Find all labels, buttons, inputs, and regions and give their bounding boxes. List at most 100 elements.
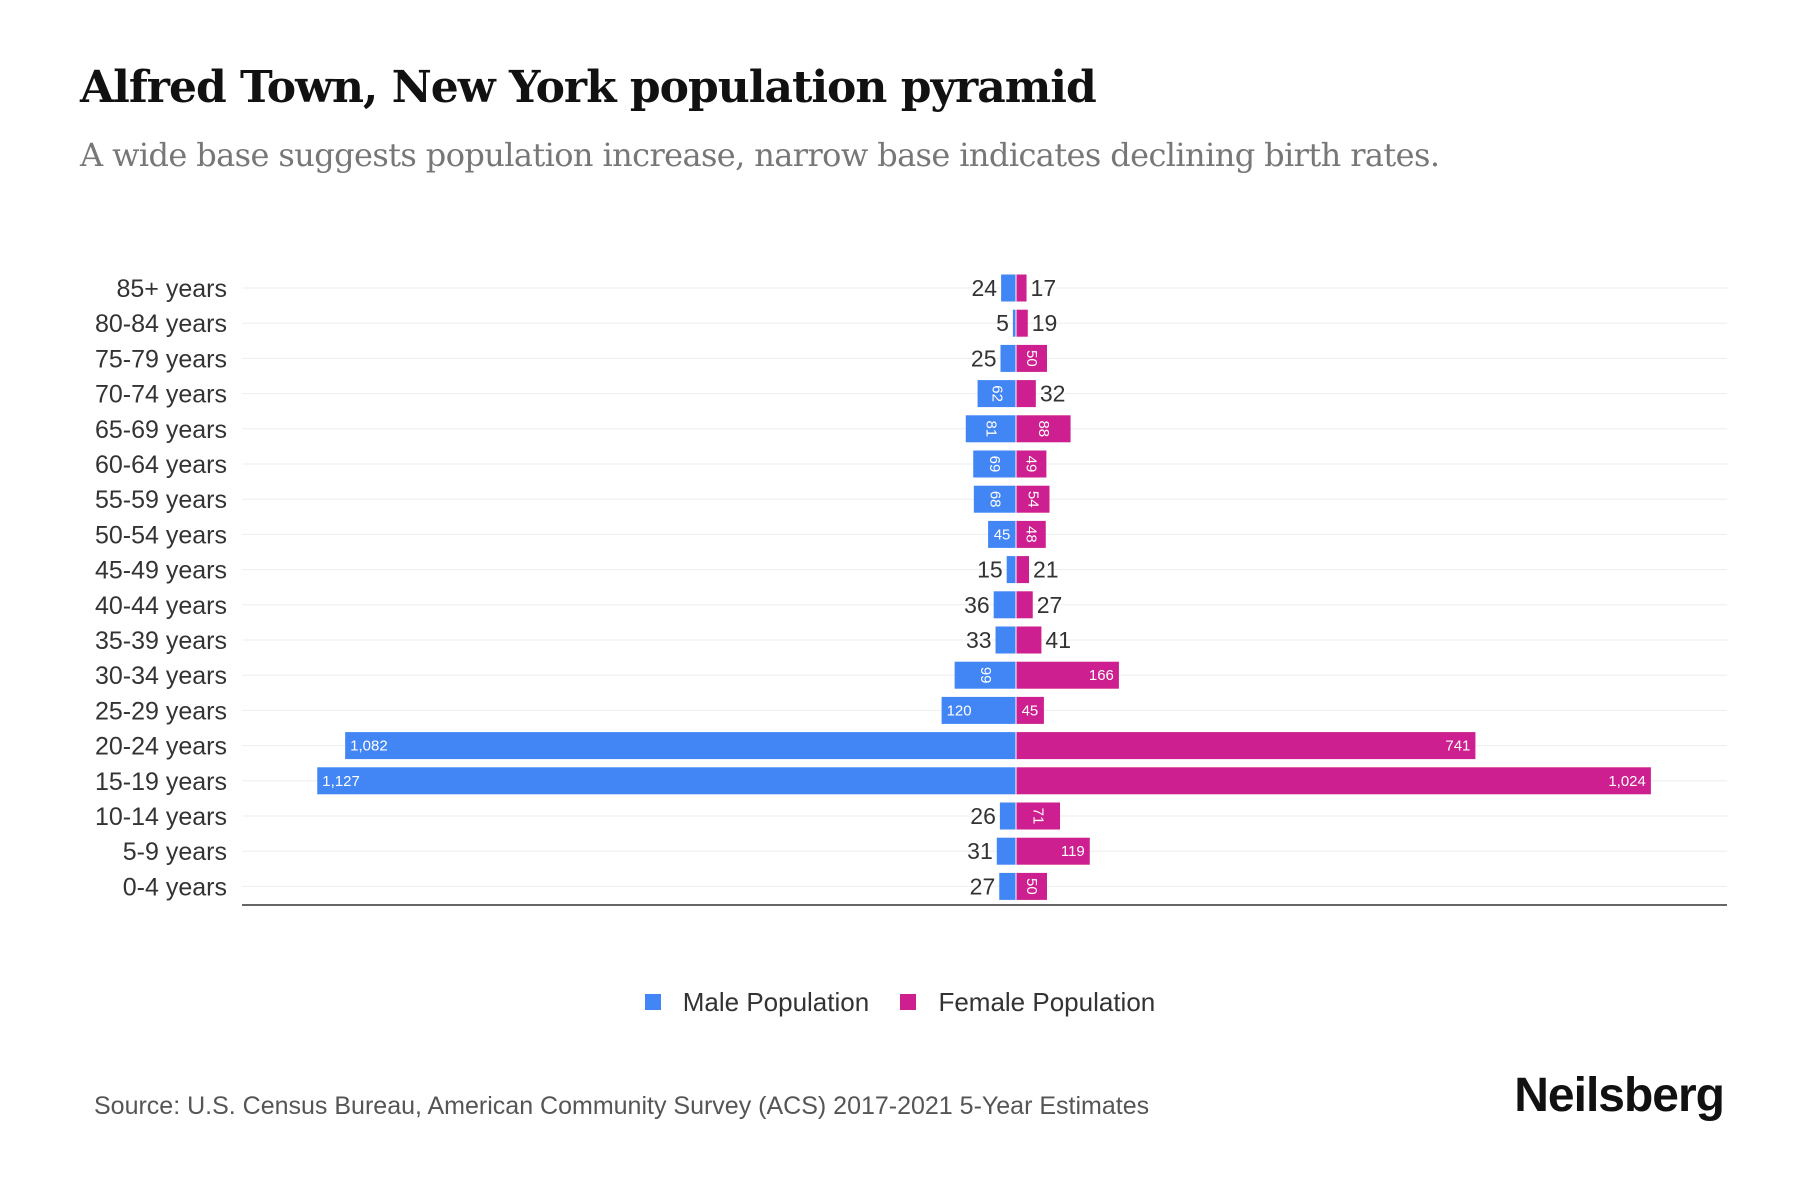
female-bar	[1016, 767, 1651, 795]
legend-swatch-male	[644, 994, 661, 1010]
legend-item-female[interactable]: Female Population	[900, 987, 1155, 1018]
category-label: 75-79 years	[95, 345, 227, 373]
category-label: 15-19 years	[95, 768, 227, 796]
data-label: 21	[1033, 557, 1059, 583]
data-label: 741	[1445, 738, 1470, 755]
female-bar	[1016, 309, 1028, 337]
data-label: 26	[970, 803, 996, 829]
category-label: 25-29 years	[95, 697, 227, 725]
data-label: 68	[986, 491, 1003, 508]
male-bar	[996, 837, 1016, 865]
category-label: 40-44 years	[95, 592, 227, 620]
male-bar	[973, 450, 1016, 478]
data-label: 25	[971, 345, 997, 371]
chart-subtitle: A wide base suggests population increase…	[80, 136, 1440, 174]
data-label: 166	[1089, 667, 1114, 684]
data-label: 45	[1022, 702, 1039, 719]
male-bar	[317, 767, 1016, 795]
data-label: 33	[966, 627, 992, 653]
category-label: 60-64 years	[95, 451, 227, 479]
female-bar	[1016, 450, 1047, 478]
male-bar	[965, 415, 1016, 443]
data-label: 99	[977, 667, 994, 684]
category-label: 0-4 years	[123, 873, 227, 901]
male-bar	[1000, 344, 1016, 372]
chart-title: Alfred Town, New York population pyramid	[80, 62, 1097, 113]
category-label: 20-24 years	[95, 733, 227, 761]
female-bar	[1016, 591, 1033, 619]
female-bar	[1016, 802, 1061, 830]
male-bar	[999, 802, 1016, 830]
data-label: 120	[947, 702, 972, 719]
male-bar	[977, 380, 1016, 408]
female-bar	[1016, 380, 1036, 408]
male-bar	[995, 626, 1016, 654]
data-label: 69	[986, 456, 1003, 473]
male-bar	[993, 591, 1016, 619]
data-label: 45	[994, 526, 1011, 543]
female-bar	[1016, 344, 1047, 372]
female-bar	[1016, 661, 1119, 689]
male-bar	[1001, 274, 1016, 302]
female-bar	[1016, 520, 1046, 548]
data-label: 54	[1024, 491, 1041, 508]
female-bar	[1016, 274, 1027, 302]
category-label: 45-49 years	[95, 557, 227, 585]
female-bar	[1016, 556, 1030, 584]
brand-logo: Neilsberg	[1514, 1069, 1725, 1122]
data-label: 88	[1035, 420, 1052, 437]
data-label: 119	[1061, 843, 1085, 860]
data-label: 31	[967, 838, 993, 864]
source-note: Source: U.S. Census Bureau, American Com…	[94, 1092, 1150, 1120]
data-label: 15	[977, 557, 1003, 583]
male-bar	[973, 485, 1016, 513]
data-label: 41	[1045, 627, 1071, 653]
female-bar	[1016, 872, 1047, 900]
female-bar	[1016, 485, 1050, 513]
data-label: 32	[1040, 381, 1066, 407]
legend-label-male: Male Population	[682, 986, 870, 1017]
data-label: 24	[972, 275, 998, 301]
data-label: 36	[964, 592, 990, 618]
male-bar	[345, 732, 1016, 760]
data-label: 1,024	[1608, 773, 1646, 790]
data-label: 27	[970, 873, 996, 899]
female-bar	[1016, 626, 1042, 654]
female-bar	[1016, 415, 1071, 443]
data-label: 5	[996, 310, 1009, 336]
data-label: 50	[1023, 350, 1040, 367]
male-bar	[999, 872, 1016, 900]
data-label: 81	[982, 420, 999, 437]
category-label: 35-39 years	[95, 627, 227, 655]
female-bar	[1016, 837, 1090, 865]
male-bar	[1006, 556, 1016, 584]
category-label: 70-74 years	[95, 381, 227, 409]
legend-swatch-female	[900, 994, 917, 1010]
female-bar	[1016, 696, 1044, 724]
data-label: 1,127	[322, 773, 360, 790]
legend-label-female: Female Population	[938, 986, 1156, 1017]
category-label: 30-34 years	[95, 662, 227, 690]
data-label: 71	[1030, 808, 1047, 825]
category-label: 5-9 years	[123, 838, 227, 866]
data-label: 17	[1031, 275, 1057, 301]
legend: Male Population Female Population	[0, 986, 1800, 1018]
category-label: 55-59 years	[95, 486, 227, 514]
data-label: 19	[1032, 310, 1058, 336]
category-label: 65-69 years	[95, 416, 227, 444]
male-bar	[941, 696, 1016, 724]
data-label: 50	[1023, 878, 1040, 895]
data-label: 49	[1023, 456, 1040, 473]
data-label: 48	[1022, 526, 1039, 543]
legend-item-male[interactable]: Male Population	[644, 986, 870, 1018]
data-label: 1,082	[350, 738, 388, 755]
male-bar	[1012, 309, 1016, 337]
male-bar	[954, 661, 1016, 689]
data-label: 62	[988, 385, 1005, 402]
category-label: 80-84 years	[95, 310, 227, 338]
female-bar	[1016, 732, 1476, 760]
male-bar	[988, 520, 1016, 548]
category-label: 10-14 years	[95, 803, 227, 831]
category-label: 50-54 years	[95, 521, 227, 549]
